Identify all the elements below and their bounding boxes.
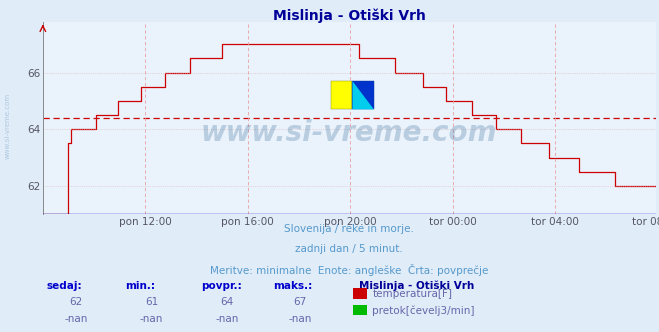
Text: www.si-vreme.com: www.si-vreme.com — [5, 93, 11, 159]
Text: min.:: min.: — [125, 281, 156, 290]
Text: -nan: -nan — [215, 314, 239, 324]
Text: www.si-vreme.com: www.si-vreme.com — [201, 119, 498, 147]
Text: Slovenija / reke in morje.: Slovenija / reke in morje. — [284, 224, 415, 234]
Text: 62: 62 — [69, 297, 82, 307]
Text: Meritve: minimalne  Enote: angleške  Črta: povprečje: Meritve: minimalne Enote: angleške Črta:… — [210, 264, 488, 276]
Text: Mislinja - Otiški Vrh: Mislinja - Otiški Vrh — [359, 281, 474, 291]
Bar — [353, 81, 374, 109]
Text: -nan: -nan — [288, 314, 312, 324]
Text: -nan: -nan — [140, 314, 163, 324]
Bar — [331, 81, 353, 109]
Text: povpr.:: povpr.: — [201, 281, 242, 290]
Polygon shape — [353, 81, 374, 109]
Text: temperatura[F]: temperatura[F] — [372, 289, 452, 299]
Text: 64: 64 — [221, 297, 234, 307]
Text: 61: 61 — [145, 297, 158, 307]
Text: -nan: -nan — [64, 314, 88, 324]
Text: 67: 67 — [293, 297, 306, 307]
Text: Mislinja - Otiški Vrh: Mislinja - Otiški Vrh — [273, 8, 426, 23]
Text: sedaj:: sedaj: — [46, 281, 82, 290]
Text: maks.:: maks.: — [273, 281, 313, 290]
Text: zadnji dan / 5 minut.: zadnji dan / 5 minut. — [295, 244, 403, 254]
Text: pretok[čevelj3/min]: pretok[čevelj3/min] — [372, 305, 475, 316]
